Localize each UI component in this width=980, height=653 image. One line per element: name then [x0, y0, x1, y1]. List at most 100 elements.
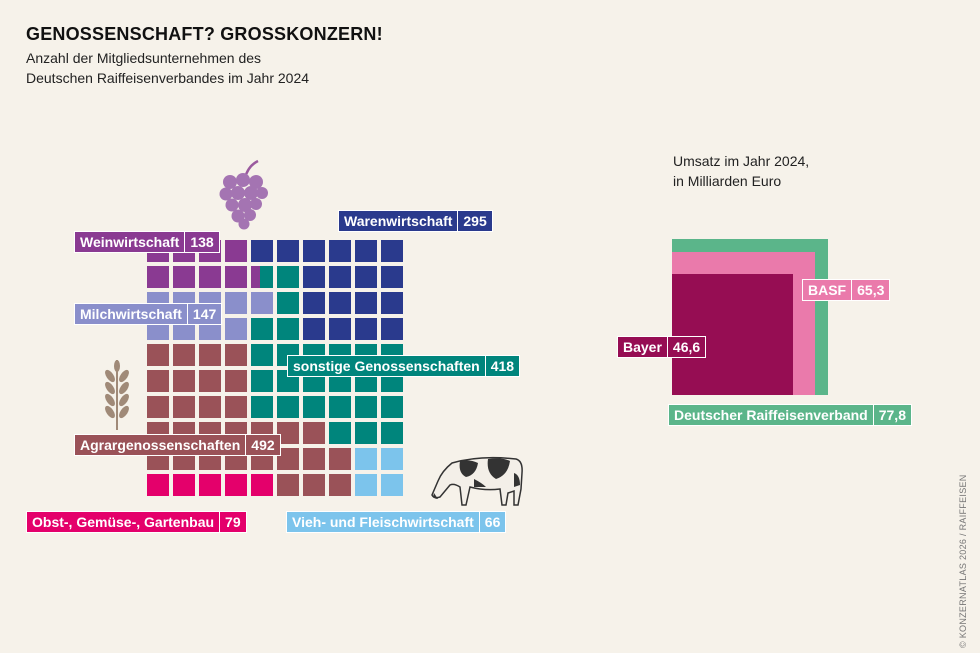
- waffle-cell-sonstige-genossenschaften: [355, 422, 377, 444]
- value-label: 77,8: [872, 405, 911, 425]
- waffle-cell-agrargenossenschaften: [277, 448, 299, 470]
- waffle-cell-vieh-und-fleischwirtschaft: [355, 448, 377, 470]
- grapes-icon: [219, 159, 268, 230]
- waffle-cell-sonstige-genossenschaften: [303, 396, 325, 418]
- value-label: 147: [186, 304, 221, 324]
- page-title: GENOSSENSCHAFT? GROSSKONZERN!: [26, 24, 383, 44]
- waffle-cell-agrargenossenschaften: [147, 344, 169, 366]
- waffle-cell-sonstige-genossenschaften: [381, 422, 403, 444]
- waffle-cell-milchwirtschaft: [225, 318, 247, 340]
- category-label: Obst-, Gemüse-, Gartenbau: [32, 514, 215, 530]
- value-label: 79: [219, 512, 246, 532]
- waffle-cell-agrargenossenschaften: [225, 396, 247, 418]
- waffle-cell-warenwirtschaft: [355, 318, 377, 340]
- label-sonstige: sonstige Genossenschaften 418: [287, 355, 521, 377]
- waffle-cell-warenwirtschaft: [381, 318, 403, 340]
- waffle-cell-sonstige-genossenschaften: [381, 396, 403, 418]
- label-warenwirtschaft: Warenwirtschaft 295: [338, 210, 493, 232]
- waffle-cell-mixed: [251, 266, 273, 288]
- label-basf: BASF 65,3: [802, 279, 891, 301]
- waffle-cell-warenwirtschaft: [381, 266, 403, 288]
- waffle-cell-sonstige-genossenschaften: [277, 266, 299, 288]
- waffle-cell-sonstige-genossenschaften: [251, 396, 273, 418]
- waffle-cell-agrargenossenschaften: [303, 474, 325, 496]
- waffle-cell-weinwirtschaft: [225, 266, 247, 288]
- value-label: 46,6: [666, 337, 705, 357]
- value-label: 138: [184, 232, 218, 252]
- label-obst: Obst-, Gemüse-, Gartenbau 79: [26, 511, 247, 533]
- subtitle-line: Umsatz im Jahr 2024,: [673, 153, 810, 169]
- waffle-cell-warenwirtschaft: [329, 266, 351, 288]
- category-label: Bayer: [623, 339, 662, 355]
- waffle-cell-agrargenossenschaften: [303, 422, 325, 444]
- label-bayer: Bayer 46,6: [617, 336, 707, 358]
- value-label: 295: [457, 211, 491, 231]
- label-vieh: Vieh- und Fleischwirtschaft 66: [286, 511, 507, 533]
- waffle-cell-agrargenossenschaften: [303, 448, 325, 470]
- waffle-cell-milchwirtschaft: [225, 292, 247, 314]
- value-label: 492: [245, 435, 279, 455]
- waffle-cell-agrargenossenschaften: [199, 396, 221, 418]
- category-label: sonstige Genossenschaften: [293, 358, 480, 374]
- waffle-cell-sonstige-genossenschaften: [277, 292, 299, 314]
- waffle-cell-vieh-und-fleischwirtschaft: [355, 474, 377, 496]
- waffle-cell-warenwirtschaft: [303, 240, 325, 262]
- subtitle-line: Anzahl der Mitgliedsunternehmen des: [26, 50, 262, 66]
- waffle-cell-weinwirtschaft: [147, 266, 169, 288]
- credit: © KONZERNATLAS 2026 / RAIFFEISEN: [958, 474, 968, 648]
- value-label: 66: [478, 512, 506, 532]
- waffle-cell-warenwirtschaft: [381, 240, 403, 262]
- wheat-icon: [105, 360, 129, 430]
- waffle-cell-agrargenossenschaften: [277, 474, 299, 496]
- subtitle-line: Deutschen Raiffeisenverbandes im Jahr 20…: [26, 70, 310, 86]
- waffle-cell-warenwirtschaft: [303, 318, 325, 340]
- cow-icon: [431, 456, 523, 506]
- waffle-cell-obst-gemüse-gartenbau: [199, 474, 221, 496]
- category-label: Deutscher Raiffeisenverband: [674, 407, 868, 423]
- waffle-cell-obst-gemüse-gartenbau: [225, 474, 247, 496]
- category-label: Vieh- und Fleischwirtschaft: [292, 514, 474, 530]
- waffle-cell-warenwirtschaft: [355, 240, 377, 262]
- waffle-cell-agrargenossenschaften: [199, 344, 221, 366]
- waffle-cell-warenwirtschaft: [303, 266, 325, 288]
- waffle-cell-sonstige-genossenschaften: [355, 396, 377, 418]
- waffle-cell-warenwirtschaft: [251, 240, 273, 262]
- waffle-cell-agrargenossenschaften: [147, 370, 169, 392]
- category-label: Warenwirtschaft: [344, 213, 453, 229]
- category-label: Agrargenossenschaften: [80, 437, 241, 453]
- square-bayer: [672, 274, 793, 395]
- category-label: BASF: [808, 282, 847, 298]
- label-weinwirtschaft: Weinwirtschaft 138: [74, 231, 220, 253]
- waffle-cell-warenwirtschaft: [277, 240, 299, 262]
- waffle-cell-weinwirtschaft: [199, 266, 221, 288]
- waffle-cell-obst-gemüse-gartenbau: [147, 474, 169, 496]
- waffle-cell-sonstige-genossenschaften: [329, 422, 351, 444]
- waffle-cell-agrargenossenschaften: [329, 448, 351, 470]
- label-milchwirtschaft: Milchwirtschaft 147: [74, 303, 223, 325]
- waffle-cell-warenwirtschaft: [381, 292, 403, 314]
- label-drv: Deutscher Raiffeisenverband 77,8: [668, 404, 912, 426]
- waffle-cell-agrargenossenschaften: [173, 344, 195, 366]
- waffle-cell-agrargenossenschaften: [225, 370, 247, 392]
- waffle-cell-obst-gemüse-gartenbau: [251, 474, 273, 496]
- waffle-cell-agrargenossenschaften: [147, 396, 169, 418]
- waffle-cell-milchwirtschaft: [251, 292, 273, 314]
- waffle-cell-warenwirtschaft: [329, 318, 351, 340]
- category-label: Weinwirtschaft: [80, 234, 180, 250]
- waffle-cell-agrargenossenschaften: [199, 370, 221, 392]
- value-label: 418: [484, 356, 519, 376]
- waffle-cell-sonstige-genossenschaften: [329, 396, 351, 418]
- waffle-cell-weinwirtschaft: [173, 266, 195, 288]
- waffle-cell-sonstige-genossenschaften: [277, 318, 299, 340]
- waffle-cell-agrargenossenschaften: [329, 474, 351, 496]
- value-label: 65,3: [851, 280, 889, 300]
- waffle-cell-warenwirtschaft: [329, 292, 351, 314]
- waffle-cell-agrargenossenschaften: [225, 344, 247, 366]
- revenue-subtitle: Umsatz im Jahr 2024, in Milliarden Euro: [673, 151, 809, 191]
- category-label: Milchwirtschaft: [80, 306, 182, 322]
- waffle-cell-agrargenossenschaften: [173, 396, 195, 418]
- waffle-cell-vieh-und-fleischwirtschaft: [381, 474, 403, 496]
- waffle-cell-agrargenossenschaften: [173, 370, 195, 392]
- waffle-cell-sonstige-genossenschaften: [251, 344, 273, 366]
